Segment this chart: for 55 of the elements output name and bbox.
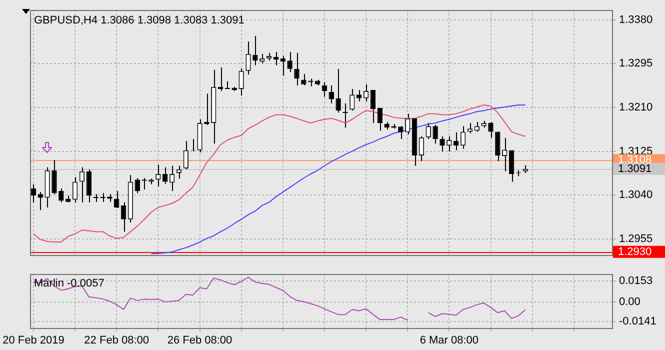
candlestick — [488, 121, 494, 138]
candlestick — [294, 52, 300, 86]
candlestick — [370, 90, 376, 124]
y-tick-label: 1.3380 — [619, 14, 653, 26]
x-tick-label: 6 Mar 08:00 — [420, 334, 479, 346]
y-tick-label: 0.0153 — [619, 274, 653, 287]
candlestick — [169, 165, 175, 192]
candlestick — [328, 84, 334, 104]
candlestick — [336, 68, 341, 114]
candlestick — [156, 164, 161, 187]
candlestick — [224, 80, 230, 90]
candlestick — [363, 84, 369, 102]
x-tick-label: 22 Feb 08:00 — [84, 334, 150, 346]
candlestick — [418, 136, 424, 162]
candlestick — [238, 68, 244, 96]
y-tick-label: 1.3040 — [619, 189, 653, 202]
candlestick — [52, 160, 57, 195]
x-tick-label: 26 Feb 08:00 — [167, 334, 232, 346]
y-tick-label: 0.00 — [619, 296, 640, 308]
candlestick — [92, 194, 99, 202]
candlestick — [79, 166, 85, 203]
candlestick — [432, 124, 438, 144]
candlestick — [252, 35, 258, 66]
candlestick — [377, 108, 382, 132]
candlestick — [398, 126, 404, 140]
y-tick-label: 1.3210 — [619, 102, 653, 114]
candlestick — [287, 51, 292, 72]
candlestick — [460, 126, 466, 150]
candlestick — [405, 113, 410, 135]
candlestick — [342, 102, 348, 128]
text: GBPUSD,H4 1.3086 1.3098 1.3083 1.3091 — [34, 14, 244, 27]
y-tick-label: 1.2955 — [619, 232, 653, 245]
ref-line-label: 1.2930 — [618, 246, 652, 258]
ref-line-label: 1.3091 — [618, 162, 652, 175]
candlestick — [162, 166, 168, 184]
candlestick — [426, 122, 431, 140]
candlestick — [440, 136, 445, 152]
y-tick-label: -0.0141 — [619, 315, 656, 328]
candlestick — [446, 136, 452, 152]
candlestick — [495, 131, 500, 162]
candlestick — [246, 41, 251, 76]
candlestick — [301, 74, 306, 86]
candlestick — [183, 140, 188, 170]
candlestick — [100, 192, 106, 202]
candlestick — [72, 176, 78, 203]
y-tick-label: 1.3295 — [619, 58, 653, 70]
candlestick — [350, 88, 355, 112]
candlestick — [134, 178, 140, 194]
candlestick — [86, 168, 92, 203]
candlestick — [114, 190, 120, 209]
candlestick — [30, 184, 36, 203]
x-tick-label: 20 Feb 2019 — [2, 334, 64, 346]
candlestick — [58, 188, 64, 203]
candlestick — [508, 150, 514, 182]
candlestick — [120, 202, 126, 232]
